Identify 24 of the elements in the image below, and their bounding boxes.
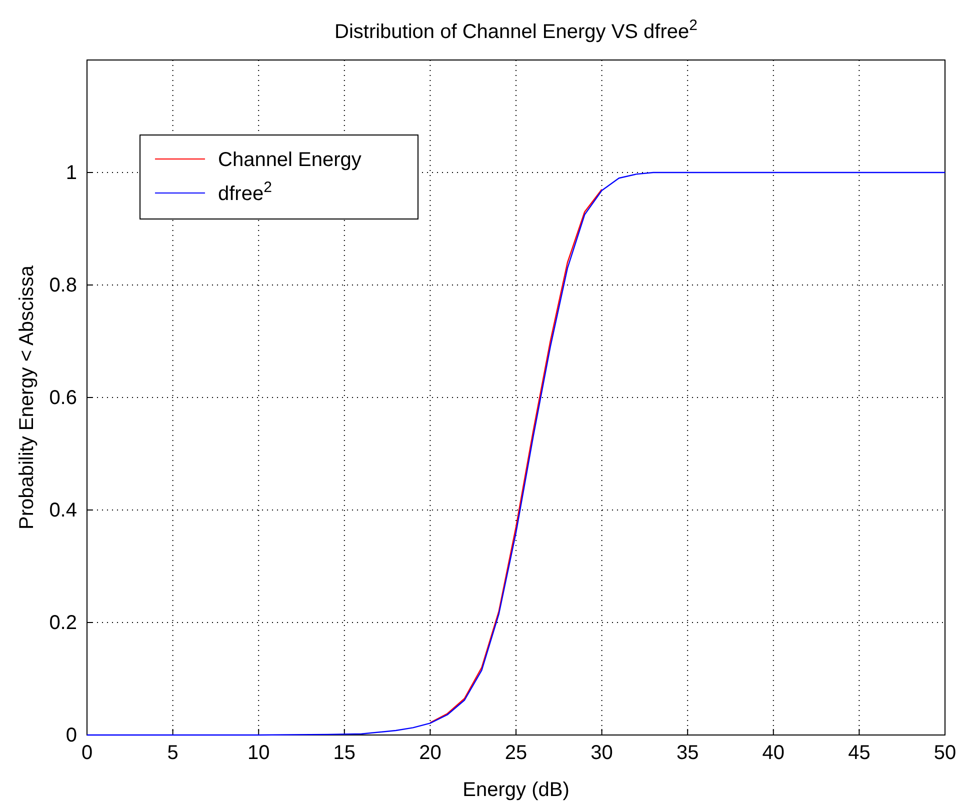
x-tick-label: 10: [247, 742, 270, 764]
x-tick-label: 0: [81, 742, 93, 764]
legend-label: dfree$^{2}$: [218, 178, 272, 205]
y-axis-title: Probability Energy < Abscissa: [16, 264, 38, 530]
y-tick-label: 0.6: [49, 386, 77, 409]
x-tick-label: 5: [167, 742, 178, 764]
x-tick-label: 50: [934, 742, 956, 764]
x-axis-title: Energy (dB): [462, 779, 570, 801]
x-tick-label: 20: [419, 742, 442, 764]
legend-label: Channel Energy: [218, 149, 362, 171]
y-tick-label: 0.2: [49, 612, 77, 634]
x-tick-label: 40: [762, 742, 785, 764]
line-series: [86, 172, 946, 736]
y-tick-label: 0.8: [49, 274, 77, 296]
x-tick-label: 45: [848, 742, 870, 764]
x-tick-label: 25: [504, 742, 528, 764]
x-tick-label: 15: [333, 742, 356, 764]
y-tick-label: 1: [66, 162, 77, 184]
x-tick-label: 35: [676, 742, 699, 764]
y-tick-label: 0: [66, 724, 77, 746]
x-tick-label: 30: [590, 742, 613, 764]
y-tick-label: 0.4: [49, 499, 77, 522]
chart-title: Distribution of Channel Energy VS dfree$^{2}$: [334, 16, 698, 43]
line-series: [430, 188, 602, 724]
